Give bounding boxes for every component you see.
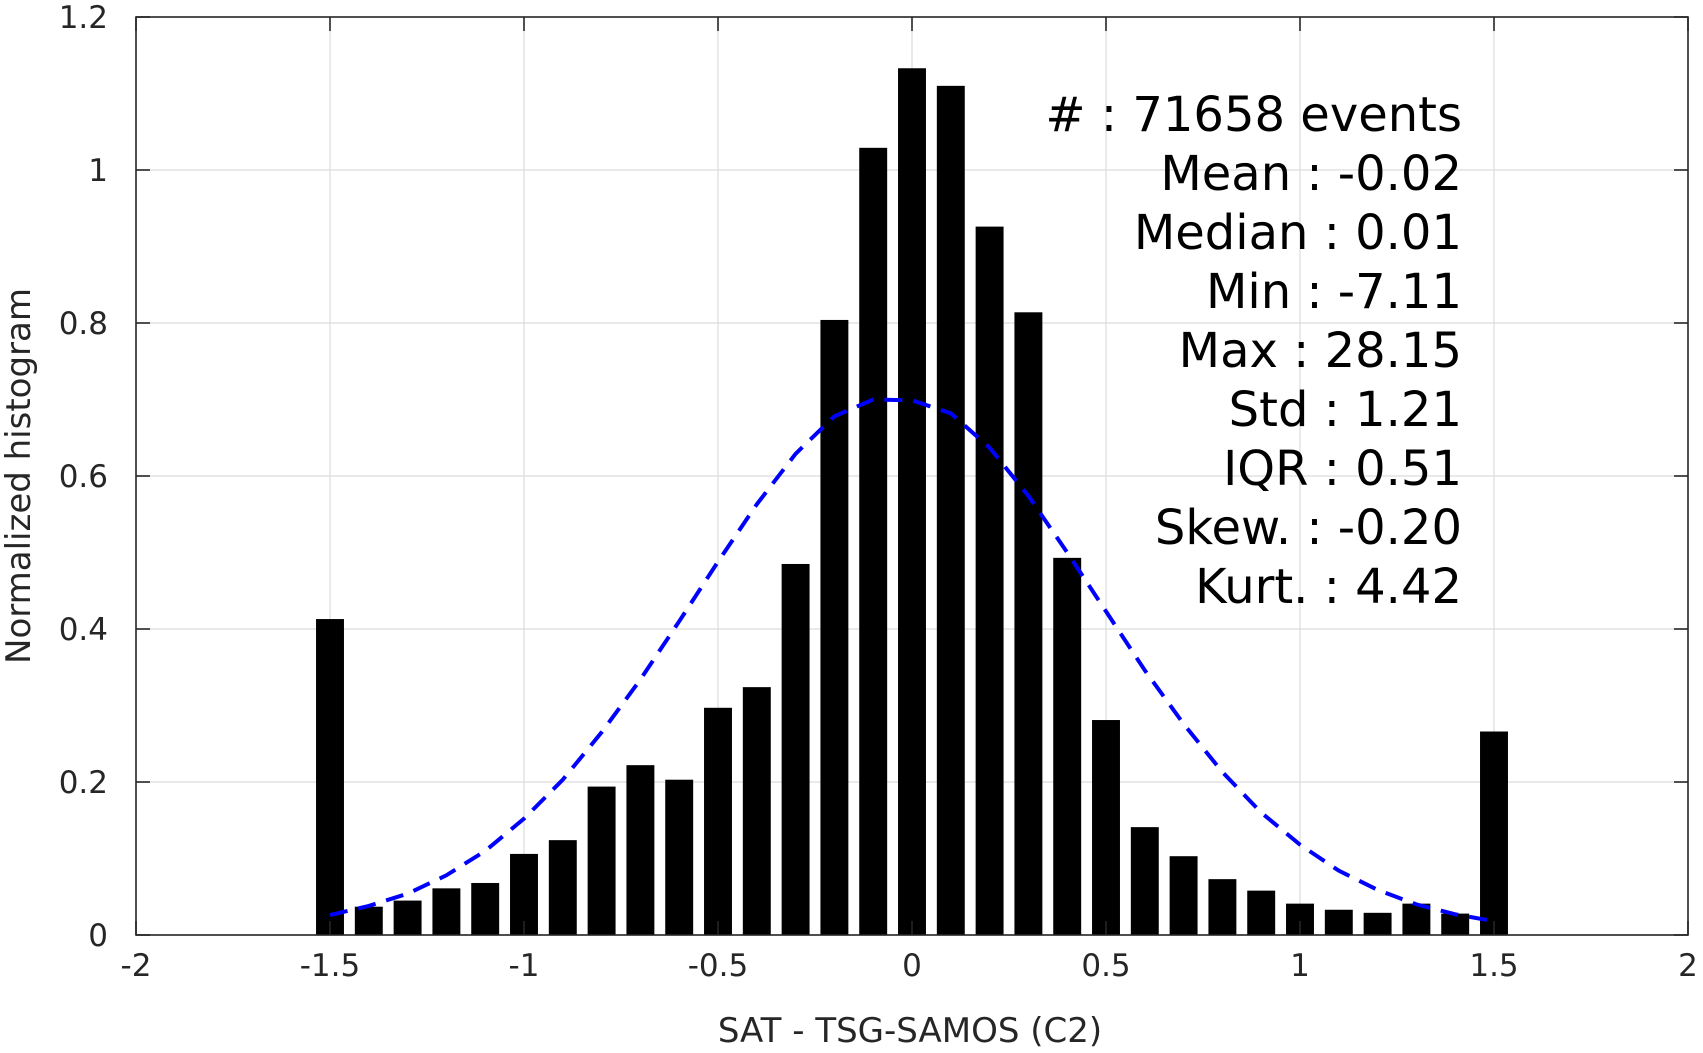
x-tick-label: 1 [1290,948,1310,984]
x-tick-label: 1.5 [1469,948,1518,984]
histogram-bar [354,906,383,935]
y-tick-label: 0.8 [59,306,108,342]
x-tick-label: -1.5 [300,948,361,984]
y-tick-labels: 0 0.2 0.4 0.6 0.8 1 1.2 [59,0,108,954]
histogram-bar [975,226,1004,936]
x-tick-label: 2 [1678,948,1698,984]
x-tick-labels: -2 -1.5 -1 -0.5 0 0.5 1 1.5 2 [121,948,1698,984]
histogram-bar [859,147,888,935]
y-tick-label: 0.2 [59,765,108,801]
histogram-bar [1363,912,1392,935]
histogram-bar [548,840,577,935]
histogram-bar [626,765,655,935]
histogram-bar [1402,903,1431,935]
histogram-bar [316,619,344,935]
histogram-bar [1208,879,1237,935]
y-axis-label: Normalized histogram [0,288,39,664]
histogram-bar [432,888,461,935]
histogram-bar [898,68,926,935]
histogram-bar [1014,312,1043,935]
histogram-bar [1130,827,1159,935]
histogram-bar [393,900,422,935]
stat-line: Std : 1.21 [1229,382,1462,438]
histogram-bar [1092,720,1120,935]
x-axis-label: SAT - TSG-SAMOS (C2) [718,1011,1102,1051]
stat-line: Kurt. : 4.42 [1195,559,1462,615]
histogram-bar [1441,913,1470,935]
histogram-bar [1480,731,1508,935]
stat-line: Max : 28.15 [1179,323,1462,379]
histogram-bar [665,779,694,935]
histogram-bar [781,563,810,935]
y-tick-label: 0.4 [59,612,108,648]
x-tick-label: -1 [509,948,540,984]
x-tick-label: 0 [902,948,922,984]
histogram-bars [316,68,1508,936]
histogram-bar [936,85,965,936]
histogram-bar [1053,557,1082,935]
stat-line: Mean : -0.02 [1160,146,1462,202]
x-tick-label: 0.5 [1081,948,1130,984]
histogram-bar [587,786,616,935]
stat-line: Skew. : -0.20 [1155,500,1462,556]
x-tick-label: -2 [121,948,152,984]
stat-line: # : 71658 events [1045,87,1462,143]
histogram-bar [742,687,771,935]
x-tick-label: -0.5 [688,948,749,984]
normal-fit-curve [329,397,1495,924]
histogram-bar [1324,909,1353,935]
y-tick-label: 0.6 [59,459,108,495]
histogram-bar [704,707,732,935]
y-tick-label: 0 [88,918,108,954]
axis-ticks [135,16,1689,936]
histogram-bar [820,319,849,935]
stat-line: Median : 0.01 [1134,205,1462,261]
stat-line: Min : -7.11 [1206,264,1462,320]
y-tick-label: 1 [88,153,108,189]
y-tick-label: 1.2 [59,0,108,36]
histogram-bar [471,882,500,935]
stat-line: IQR : 0.51 [1223,441,1462,497]
histogram-bar [1169,856,1198,935]
histogram-bar [1247,890,1276,935]
